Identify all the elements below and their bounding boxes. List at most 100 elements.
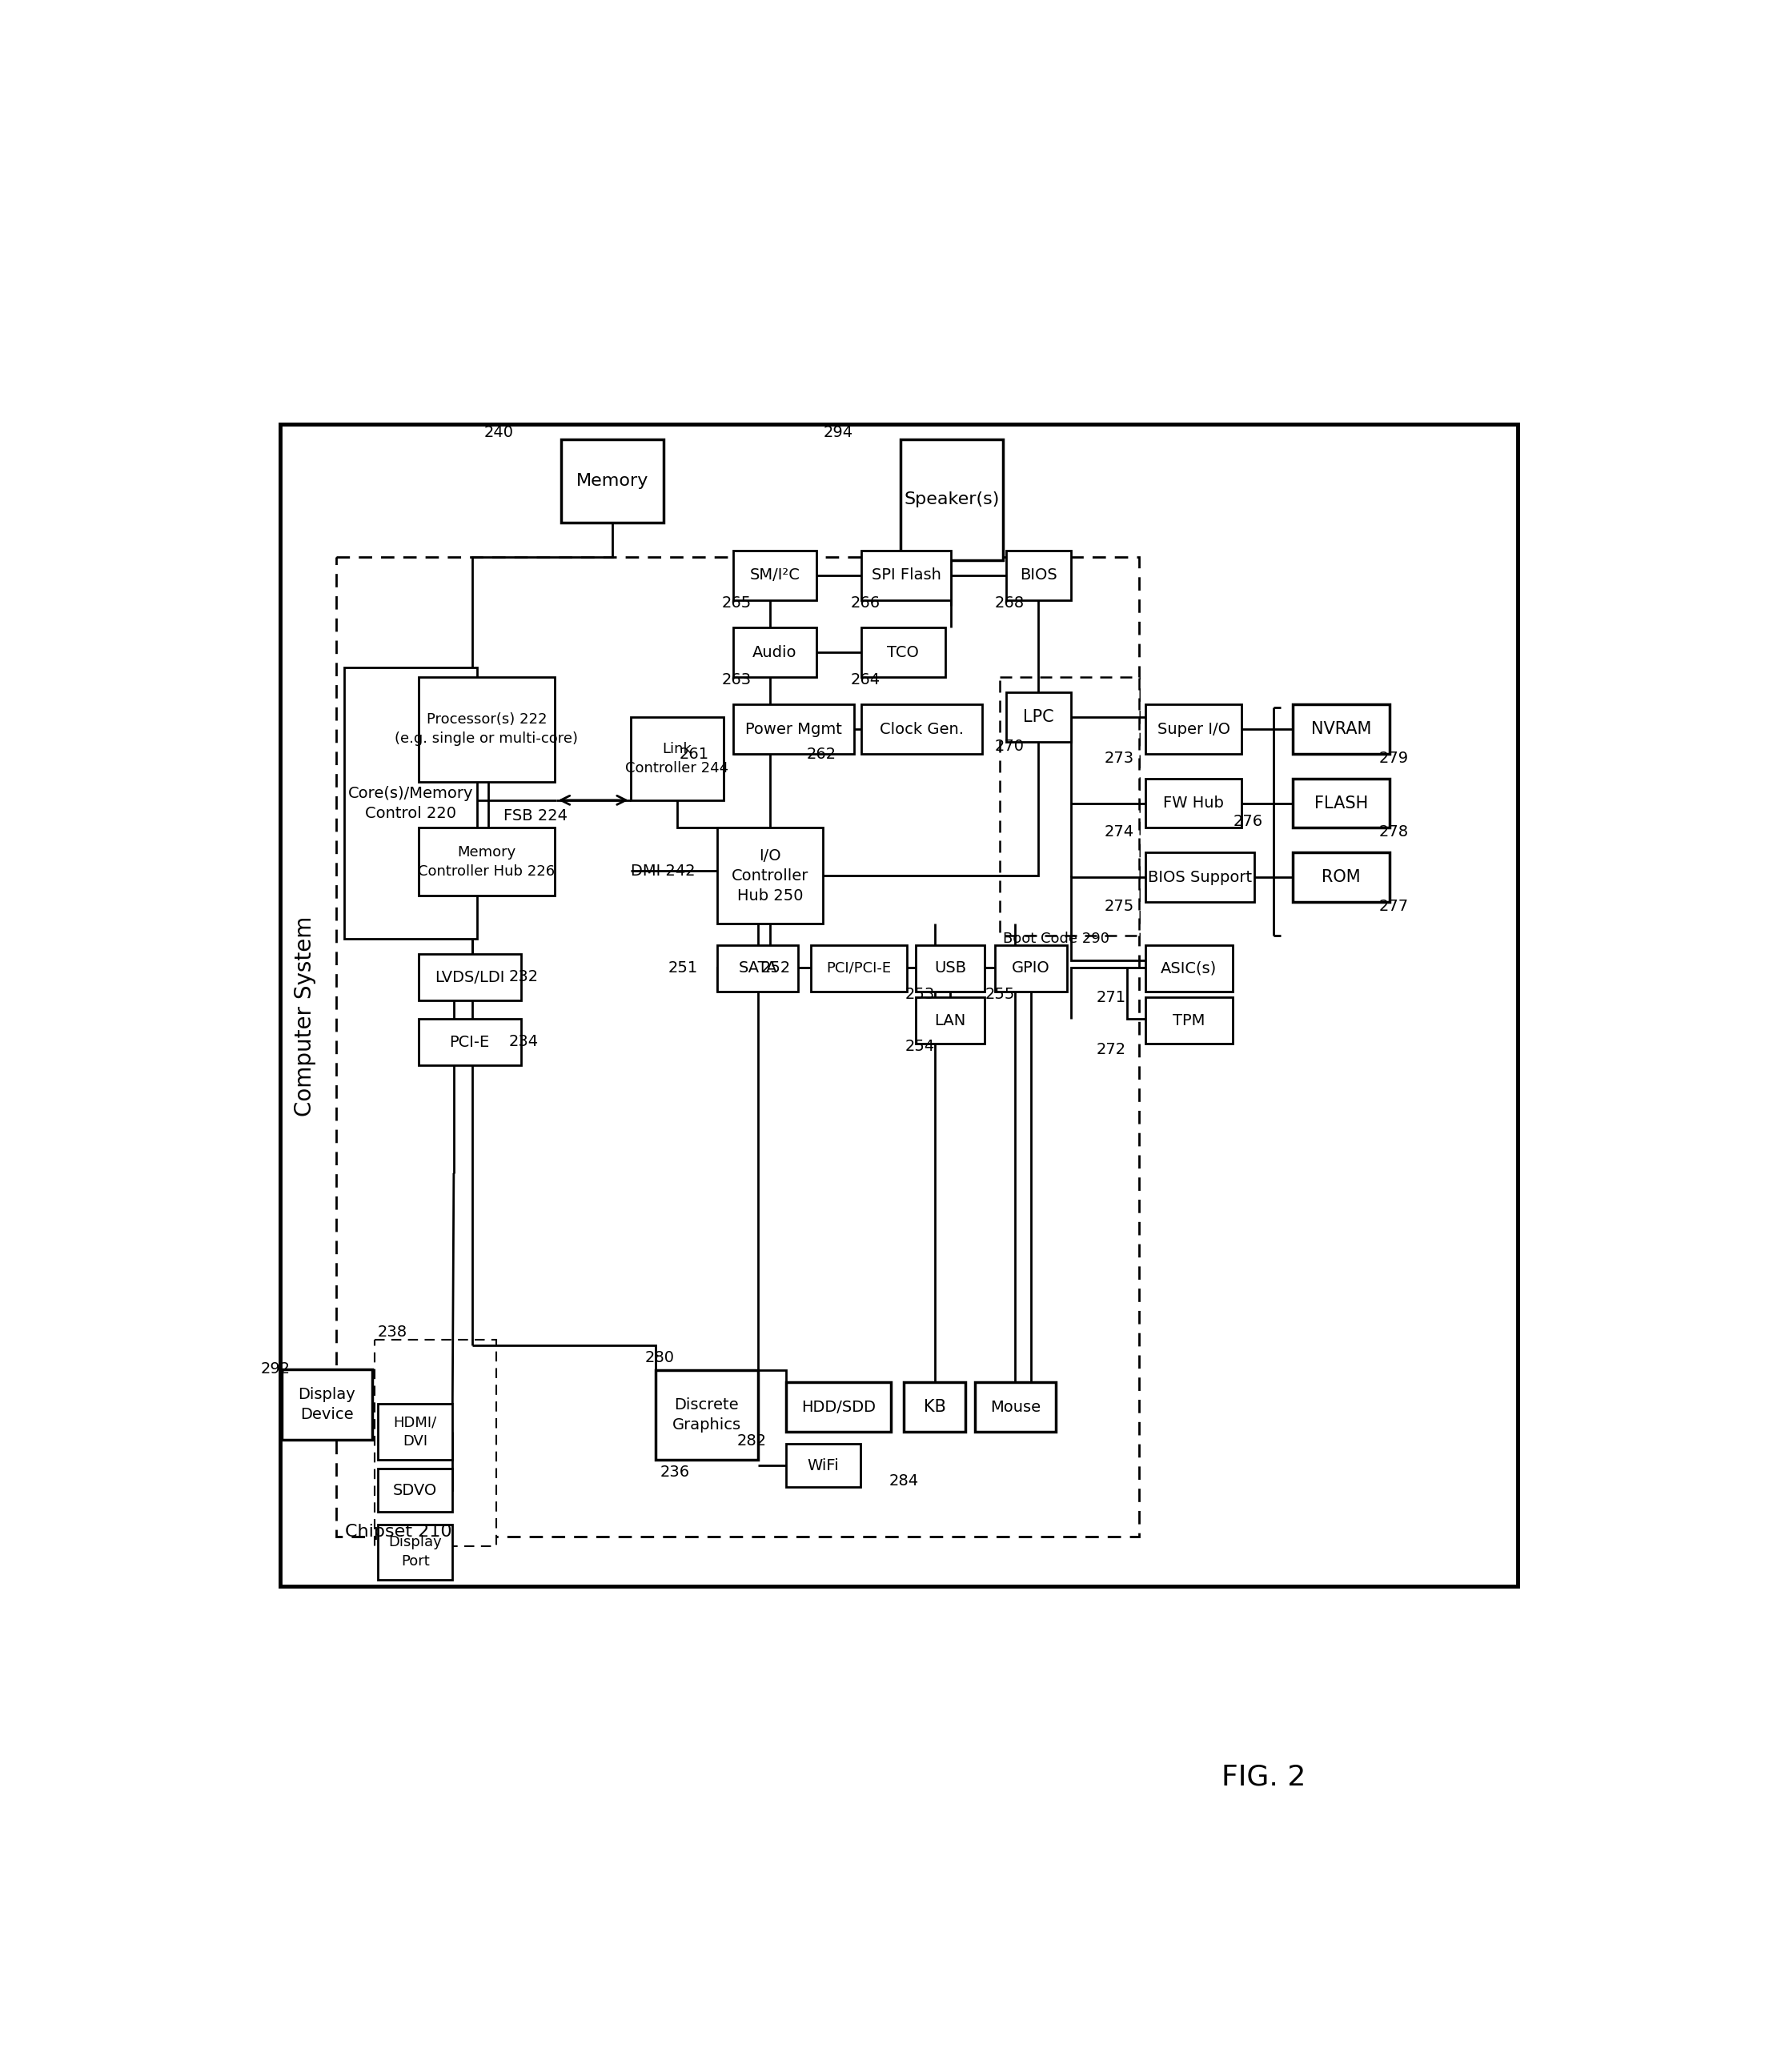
Bar	[343, 667, 478, 939]
Bar	[379, 1525, 453, 1579]
Bar	[1146, 945, 1233, 990]
Text: Discrete
Graphics: Discrete Graphics	[672, 1397, 741, 1432]
Text: 272: 272	[1097, 1042, 1127, 1057]
Bar	[785, 1444, 860, 1488]
Text: 276: 276	[1233, 814, 1263, 829]
Bar	[1293, 704, 1389, 754]
Text: 236: 236	[660, 1465, 690, 1479]
Bar	[655, 1370, 757, 1459]
Text: SM/I²C: SM/I²C	[750, 568, 800, 582]
Text: 253: 253	[906, 986, 936, 1003]
Text: 264: 264	[851, 673, 879, 688]
Text: Power Mgmt: Power Mgmt	[745, 721, 842, 738]
Text: GPIO: GPIO	[1012, 961, 1051, 976]
Text: Memory
Controller Hub 226: Memory Controller Hub 226	[417, 845, 555, 879]
Bar	[379, 1405, 453, 1459]
Text: 273: 273	[1104, 750, 1134, 767]
Text: DMI 242: DMI 242	[630, 864, 695, 879]
Text: Clock Gen.: Clock Gen.	[879, 721, 964, 738]
Text: Super I/O: Super I/O	[1157, 721, 1229, 738]
Text: SPI Flash: SPI Flash	[872, 568, 941, 582]
Bar	[900, 439, 1003, 559]
Text: FSB 224: FSB 224	[504, 808, 568, 823]
Text: 234: 234	[509, 1034, 540, 1048]
Bar	[785, 1382, 892, 1432]
Text: Processor(s) 222
(e.g. single or multi-core): Processor(s) 222 (e.g. single or multi-c…	[394, 713, 578, 746]
Text: HDD/SDD: HDD/SDD	[801, 1399, 876, 1415]
Text: FIG. 2: FIG. 2	[1221, 1763, 1306, 1790]
Bar	[718, 829, 823, 924]
Text: LPC: LPC	[1022, 709, 1054, 725]
Text: Mouse: Mouse	[991, 1399, 1040, 1415]
Text: BIOS Support: BIOS Support	[1148, 870, 1252, 885]
Text: 262: 262	[807, 746, 837, 762]
Text: Speaker(s): Speaker(s)	[904, 491, 999, 508]
Text: 292: 292	[260, 1361, 290, 1376]
Bar	[280, 425, 1518, 1585]
Text: 280: 280	[646, 1351, 674, 1365]
Bar	[916, 945, 984, 990]
Bar	[996, 945, 1067, 990]
Bar	[1293, 852, 1389, 901]
Text: HDMI/
DVI: HDMI/ DVI	[393, 1415, 437, 1448]
Text: 254: 254	[906, 1038, 936, 1055]
Text: BIOS: BIOS	[1019, 568, 1058, 582]
Text: Core(s)/Memory
Control 220: Core(s)/Memory Control 220	[348, 785, 474, 821]
Text: 238: 238	[377, 1324, 407, 1341]
Bar	[419, 829, 555, 895]
Text: LAN: LAN	[934, 1013, 966, 1028]
Text: 277: 277	[1378, 899, 1408, 914]
Text: Audio: Audio	[752, 644, 798, 659]
Bar	[419, 1019, 520, 1065]
Bar	[862, 628, 945, 678]
Text: WiFi: WiFi	[807, 1459, 839, 1473]
Bar	[1146, 704, 1242, 754]
Text: Display
Port: Display Port	[389, 1535, 442, 1569]
Bar	[1146, 997, 1233, 1044]
Bar	[810, 945, 907, 990]
Bar	[862, 551, 952, 601]
Text: Link
Controller 244: Link Controller 244	[626, 742, 729, 775]
Bar	[862, 704, 982, 754]
Bar	[718, 945, 798, 990]
Text: FW Hub: FW Hub	[1164, 796, 1224, 810]
Text: Computer System: Computer System	[294, 916, 317, 1117]
Text: Boot Code 290: Boot Code 290	[1003, 932, 1109, 947]
Text: ASIC(s): ASIC(s)	[1160, 961, 1217, 976]
Text: 252: 252	[761, 959, 791, 976]
Bar	[732, 628, 817, 678]
Text: 265: 265	[722, 595, 752, 611]
Text: FLASH: FLASH	[1314, 796, 1367, 812]
Bar	[999, 678, 1139, 937]
Text: KB: KB	[923, 1399, 946, 1415]
Bar	[732, 704, 854, 754]
Text: SATA: SATA	[738, 961, 777, 976]
Bar	[975, 1382, 1056, 1432]
Text: 270: 270	[994, 740, 1024, 754]
Bar	[732, 551, 817, 601]
Text: TCO: TCO	[888, 644, 920, 659]
Text: LVDS/LDI: LVDS/LDI	[435, 970, 504, 984]
Text: 278: 278	[1378, 825, 1408, 839]
Text: USB: USB	[934, 961, 966, 976]
Text: SDVO: SDVO	[393, 1484, 437, 1498]
Bar	[1146, 852, 1254, 901]
Bar	[916, 997, 984, 1044]
Text: 274: 274	[1104, 825, 1134, 839]
Text: Memory: Memory	[577, 472, 649, 489]
Text: 279: 279	[1378, 750, 1408, 767]
Text: Display
Device: Display Device	[299, 1386, 356, 1421]
Bar	[561, 439, 663, 522]
Bar	[419, 678, 555, 781]
Bar	[630, 717, 724, 800]
Text: 294: 294	[824, 425, 853, 439]
Text: Chipset 210: Chipset 210	[345, 1523, 453, 1539]
Text: 255: 255	[985, 986, 1015, 1003]
Bar	[1007, 692, 1070, 742]
Text: 261: 261	[679, 746, 709, 762]
Bar	[1293, 779, 1389, 829]
Text: 275: 275	[1104, 899, 1134, 914]
Text: 240: 240	[485, 425, 513, 439]
Bar	[419, 955, 520, 1001]
Text: PCI/PCI-E: PCI/PCI-E	[826, 961, 892, 976]
